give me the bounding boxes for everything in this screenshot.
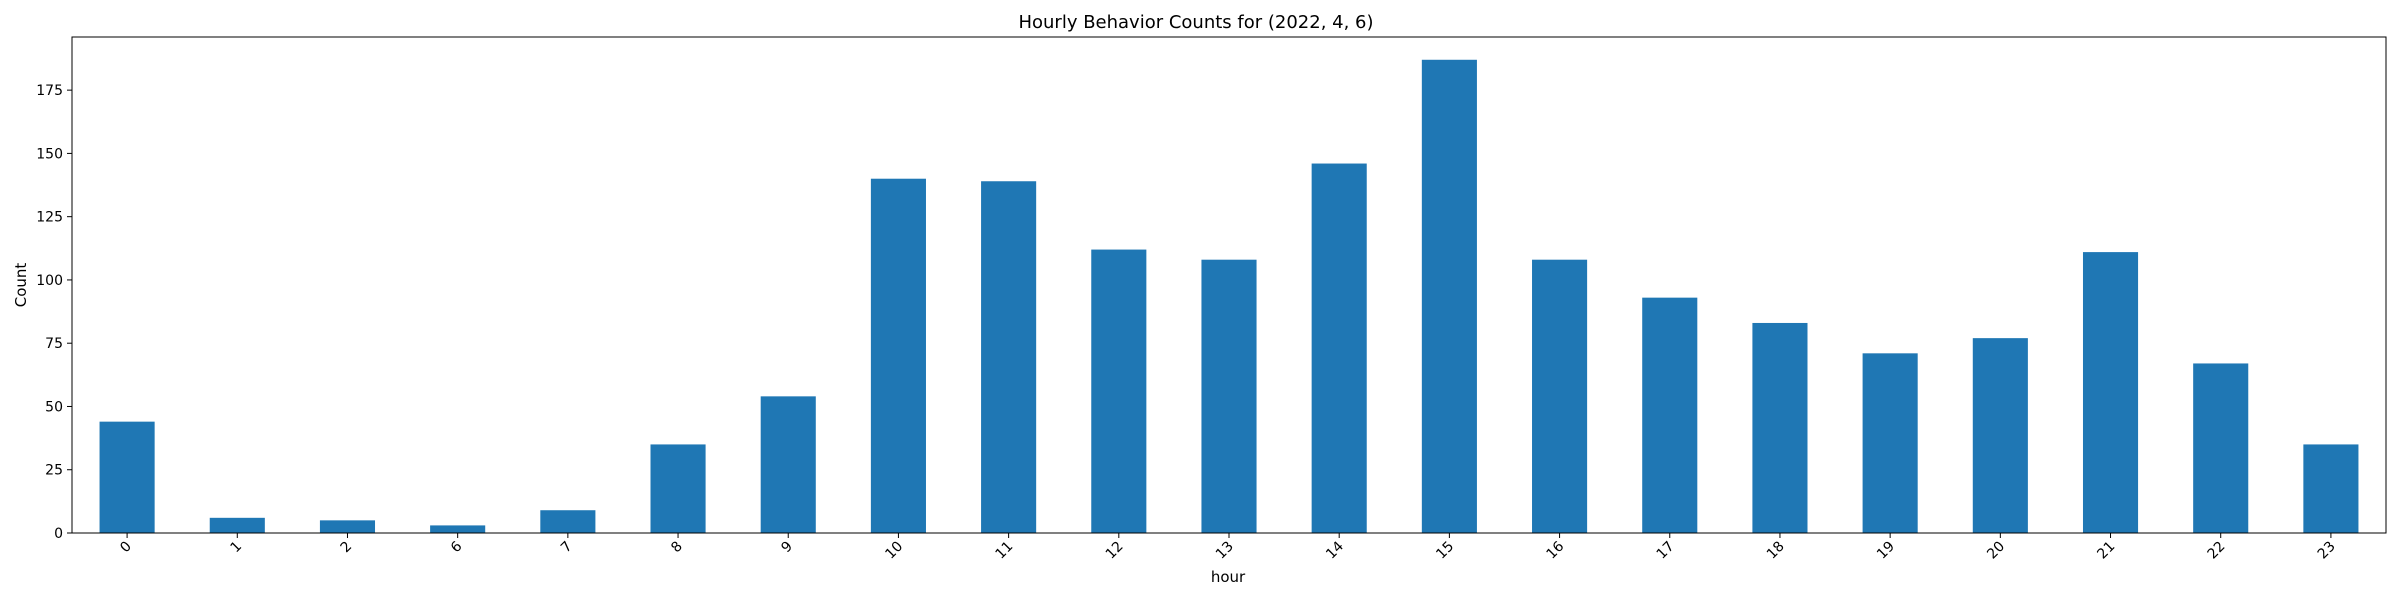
x-tick-label: 22 xyxy=(2205,539,2229,563)
bar-hour-14 xyxy=(1311,163,1367,533)
bar-hour-2 xyxy=(319,520,376,533)
x-tick-label: 21 xyxy=(2094,539,2118,563)
y-tick-label: 0 xyxy=(54,526,63,542)
x-tick-label: 9 xyxy=(778,539,796,557)
x-tick-label: 0 xyxy=(117,539,135,557)
bar-hour-8 xyxy=(650,444,706,533)
x-tick-label: 16 xyxy=(1543,538,1567,562)
y-tick-label: 25 xyxy=(45,463,63,479)
x-tick-label: 23 xyxy=(2315,539,2339,563)
plot-frame xyxy=(71,36,2387,534)
x-tick-label: 6 xyxy=(448,538,466,556)
bar-hour-21 xyxy=(2082,252,2139,533)
bar-hour-13 xyxy=(1201,259,1257,533)
bar-hour-6 xyxy=(430,525,486,533)
bar-hour-22 xyxy=(2193,363,2249,533)
y-tick-label: 125 xyxy=(36,210,63,226)
bar-hour-19 xyxy=(1862,353,1918,533)
x-axis-label: hour xyxy=(1211,568,1246,586)
x-axis-ticks: 0 1 2 6 7 8 9 10 11 12 13 14 15 16 17 18 19 20 21 22 23 xyxy=(117,533,2339,563)
x-tick-label: 8 xyxy=(668,539,686,557)
bar-hour-0 xyxy=(99,421,155,533)
x-tick-label: 19 xyxy=(1874,539,1898,563)
bars-group xyxy=(99,59,2359,534)
y-tick-label: 100 xyxy=(36,273,63,289)
bar-hour-15 xyxy=(1421,59,1477,533)
bar-hour-10 xyxy=(870,178,926,533)
bar-hour-7 xyxy=(540,510,596,533)
x-tick-label: 11 xyxy=(993,539,1017,563)
y-axis-ticks: 0 25 50 75 100 125 150 175 xyxy=(36,83,72,542)
bar-hour-18 xyxy=(1752,322,1808,533)
y-axis-label: Count xyxy=(12,263,30,308)
y-tick-label: 175 xyxy=(36,83,63,99)
bar-hour-11 xyxy=(981,181,1037,533)
x-tick-label: 12 xyxy=(1103,539,1127,563)
x-tick-label: 15 xyxy=(1433,539,1457,563)
x-tick-label: 13 xyxy=(1213,539,1237,563)
bar-hour-1 xyxy=(209,517,265,533)
x-tick-label: 20 xyxy=(1984,539,2008,563)
y-tick-label: 75 xyxy=(45,336,63,352)
bar-hour-20 xyxy=(1972,338,2028,533)
chart-title: Hourly Behavior Counts for (2022, 4, 6) xyxy=(1018,12,1373,33)
x-tick-label: 1 xyxy=(227,539,245,557)
bar-hour-23 xyxy=(2303,444,2359,533)
x-tick-label: 17 xyxy=(1654,539,1678,563)
bar-hour-16 xyxy=(1532,259,1588,533)
x-tick-label: 10 xyxy=(882,539,906,563)
x-tick-label: 18 xyxy=(1764,539,1788,563)
bar-hour-9 xyxy=(760,396,816,533)
x-tick-label: 2 xyxy=(338,539,356,557)
y-tick-label: 50 xyxy=(45,399,63,415)
x-tick-label: 14 xyxy=(1323,538,1347,562)
bar-hour-12 xyxy=(1091,249,1147,534)
x-tick-label: 7 xyxy=(558,539,576,557)
bar-hour-17 xyxy=(1642,297,1698,533)
y-tick-label: 150 xyxy=(36,146,63,162)
